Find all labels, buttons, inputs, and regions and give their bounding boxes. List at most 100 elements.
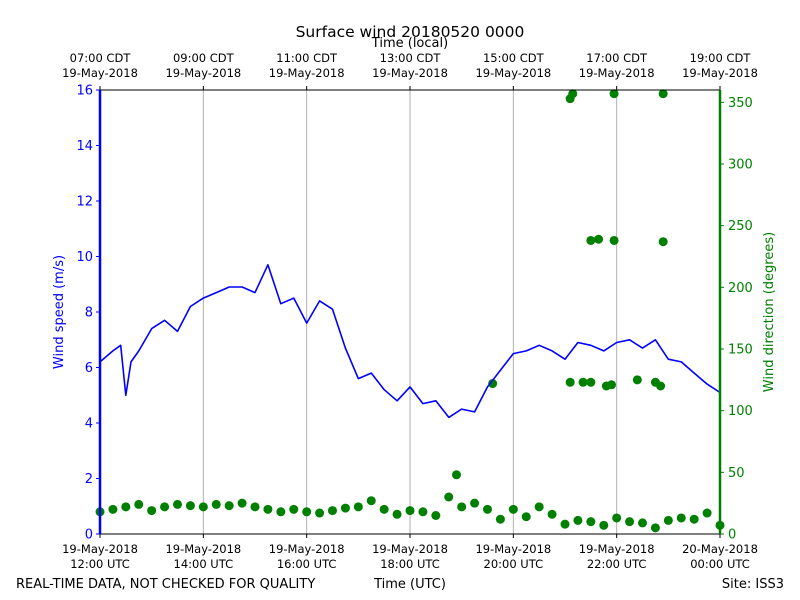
footer-site: Site: ISS3 [722, 577, 784, 592]
bottom-x-tick-date: 19-May-2018 [165, 542, 241, 556]
top-x-tick-date: 19-May-2018 [579, 66, 655, 80]
top-axis-label: Time (local) [371, 36, 448, 51]
wind-direction-point [470, 498, 480, 508]
wind-direction-point [379, 504, 389, 514]
wind-direction-point [121, 502, 131, 512]
wind-direction-point [134, 499, 144, 509]
wind-direction-point [160, 502, 170, 512]
top-x-tick-time: 17:00 CDT [586, 51, 648, 65]
wind-direction-point [237, 498, 247, 508]
wind-direction-point [457, 502, 467, 512]
wind-direction-point [224, 501, 234, 511]
right-y-tick-label: 250 [728, 219, 753, 234]
right-y-tick-label: 350 [728, 96, 753, 111]
wind-direction-point [495, 514, 505, 524]
wind-direction-point [185, 501, 195, 511]
wind-direction-point [656, 381, 666, 391]
wind-direction-point [534, 502, 544, 512]
bottom-x-tick-date: 19-May-2018 [62, 542, 138, 556]
left-y-tick-label: 2 [85, 472, 93, 487]
top-x-tick-time: 11:00 CDT [276, 51, 338, 65]
wind-direction-point [211, 499, 221, 509]
left-y-tick-label: 14 [76, 139, 93, 154]
top-x-tick-date: 19-May-2018 [62, 66, 138, 80]
right-y-tick-label: 100 [728, 404, 753, 419]
left-y-tick-label: 6 [85, 361, 93, 376]
wind-direction-point [586, 377, 596, 387]
wind-direction-point [263, 504, 273, 514]
wind-direction-point [632, 375, 642, 385]
bottom-x-tick-date: 19-May-2018 [579, 542, 655, 556]
wind-direction-point [573, 515, 583, 525]
wind-direction-point [625, 517, 635, 527]
wind-direction-point [638, 518, 647, 528]
left-y-tick-label: 10 [76, 250, 93, 265]
wind-direction-point [418, 507, 428, 517]
top-x-tick-date: 19-May-2018 [682, 66, 758, 80]
right-y-tick-label: 50 [728, 466, 745, 481]
wind-direction-point [173, 499, 182, 509]
bottom-x-tick-time: 22:00 UTC [587, 557, 647, 571]
wind-direction-point [521, 512, 531, 522]
top-x-tick-time: 07:00 CDT [70, 51, 132, 65]
wind-direction-series [95, 89, 725, 533]
wind-direction-point [483, 504, 492, 514]
wind-direction-point [609, 235, 619, 245]
wind-speed-line [99, 264, 721, 419]
wind-direction-point [650, 523, 660, 533]
bottom-x-tick-time: 18:00 UTC [380, 557, 440, 571]
wind-direction-point [488, 379, 498, 389]
wind-direction-point [431, 511, 441, 520]
top-x-tick-date: 19-May-2018 [269, 66, 345, 80]
wind-direction-point [565, 377, 575, 387]
wind-direction-point [607, 380, 616, 390]
gridlines [99, 90, 721, 534]
top-x-tick-time: 15:00 CDT [483, 51, 545, 65]
wind-direction-point [302, 507, 312, 517]
wind-direction-point [586, 235, 596, 245]
wind-direction-point [599, 520, 609, 530]
wind-direction-point [108, 504, 118, 514]
bottom-axis-label: Time (UTC) [373, 577, 446, 592]
wind-direction-point [586, 517, 596, 527]
right-y-label: Wind direction (degrees) [762, 232, 777, 392]
wind-direction-point [658, 89, 668, 99]
wind-direction-point [405, 506, 415, 516]
wind-direction-point [663, 515, 673, 525]
left-y-tick-label: 0 [85, 528, 93, 543]
wind-direction-point [250, 502, 260, 512]
wind-direction-point [612, 513, 622, 523]
wind-direction-point [578, 377, 588, 387]
wind-direction-point [198, 502, 208, 512]
top-x-tick-date: 19-May-2018 [475, 66, 551, 80]
footer-disclaimer: REAL-TIME DATA, NOT CHECKED FOR QUALITY [16, 577, 315, 592]
wind-direction-point [702, 508, 712, 518]
bottom-x-tick-date: 20-May-2018 [682, 542, 758, 556]
wind-direction-point [676, 513, 686, 523]
wind-direction-point [353, 502, 363, 512]
wind-direction-point [147, 506, 157, 516]
bottom-x-tick-time: 20:00 UTC [484, 557, 544, 571]
right-y-tick-label: 150 [728, 343, 753, 358]
right-y-tick-label: 0 [728, 528, 736, 543]
bottom-x-tick-time: 16:00 UTC [277, 557, 337, 571]
wind-direction-point [328, 506, 337, 516]
wind-direction-point [452, 470, 461, 480]
wind-direction-point [560, 519, 570, 529]
wind-direction-point [568, 89, 578, 99]
top-x-tick-date: 19-May-2018 [372, 66, 448, 80]
right-y-tick-label: 300 [728, 158, 753, 173]
wind-direction-point [658, 237, 668, 247]
wind-direction-point [276, 507, 286, 517]
wind-direction-point [594, 234, 604, 244]
left-y-ticks: 0 2 4 6 8 10 12 14 16 [76, 84, 100, 543]
bottom-x-tick-time: 14:00 UTC [174, 557, 234, 571]
wind-direction-point [366, 496, 376, 506]
left-y-tick-label: 4 [85, 417, 93, 432]
left-y-label: Wind speed (m/s) [52, 255, 67, 369]
left-y-tick-label: 8 [85, 306, 93, 321]
wind-direction-point [689, 514, 699, 524]
